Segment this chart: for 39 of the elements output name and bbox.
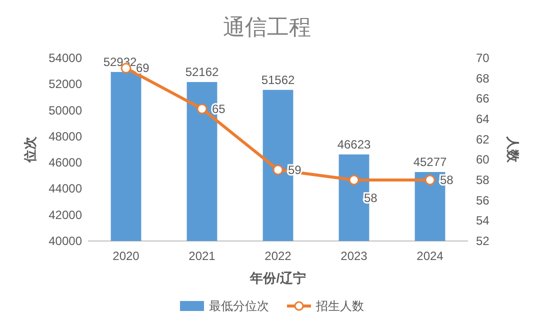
legend-label: 最低分位次: [209, 299, 269, 313]
y-tick-label: 44000: [48, 182, 82, 196]
data-label: 52162: [185, 65, 220, 80]
y2-tick-label: 52: [476, 234, 490, 248]
data-label: 51562: [261, 72, 296, 87]
legend-label: 招生人数: [315, 299, 364, 313]
x-tick-label: 2021: [188, 249, 216, 263]
point: [424, 174, 436, 186]
data-label: 59: [288, 162, 302, 177]
x-tick-label: 2023: [340, 249, 368, 263]
y2-tick-label: 58: [476, 173, 490, 187]
x-tick-label: 2020: [112, 249, 140, 263]
y2-axis-title: 人数: [506, 136, 520, 164]
y2-tick-label: 68: [476, 71, 490, 86]
data-label: 69: [136, 61, 150, 76]
y2-tick-label: 56: [476, 193, 490, 208]
data-label: 46623: [337, 137, 372, 152]
y2-tick-label: 64: [476, 112, 490, 126]
y2-tick-label: 66: [476, 92, 490, 106]
point: [196, 104, 208, 114]
x-axis-title: 年份/辽宁: [249, 270, 306, 286]
y2-tick-label: 60: [476, 152, 490, 167]
y-tick-label: 48000: [48, 129, 82, 144]
y-tick-label: 52000: [48, 77, 82, 92]
y-tick-label: 50000: [48, 103, 82, 118]
point: [272, 164, 284, 176]
data-label: 45277: [413, 155, 448, 170]
x-tick-label: 2024: [416, 249, 444, 263]
y2-tick-label: 62: [476, 132, 490, 146]
y-tick-label: 40000: [48, 234, 82, 248]
y-axis-title: 位次: [22, 136, 38, 164]
y2-tick-label: 54: [476, 214, 490, 228]
x-tick-label: 2022: [264, 249, 292, 263]
y2-tick-label: 70: [476, 51, 490, 65]
y-tick-label: 42000: [48, 208, 82, 222]
chart-title: 通信工程: [223, 14, 311, 40]
point: [348, 174, 360, 186]
y-tick-label: 54000: [48, 51, 82, 65]
y-tick-label: 46000: [48, 156, 82, 170]
